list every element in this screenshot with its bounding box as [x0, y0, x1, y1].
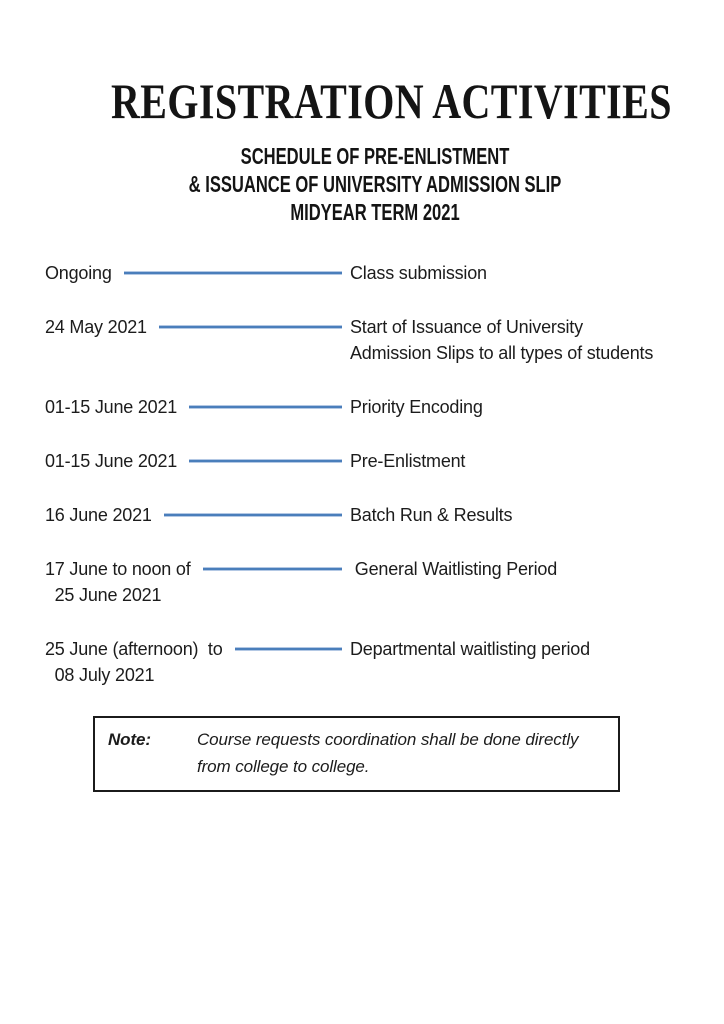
schedule-activity: Pre-Enlistment: [350, 451, 466, 471]
schedule-activity: General Waitlisting Period: [350, 559, 558, 579]
schedule-row-left: Ongoing: [45, 260, 350, 286]
schedule-activity: Class submission: [350, 263, 487, 283]
page-title: REGISTRATION ACTIVITIES: [111, 73, 672, 129]
connector-line: [123, 272, 342, 274]
subtitle-line-3: MIDYEAR TERM 2021: [290, 199, 460, 225]
schedule-row-left: 01-15 June 2021: [45, 394, 350, 420]
connector-line: [163, 514, 342, 516]
schedule-row-24-may: 24 May 2021 Start of Issuance of Univers…: [45, 314, 724, 366]
schedule-row-left: 01-15 June 2021: [45, 448, 350, 474]
schedule-date: 16 June 2021: [45, 505, 152, 525]
schedule-date: 24 May 2021: [45, 317, 147, 337]
document-header: REGISTRATION ACTIVITIES SCHEDULE OF PRE-…: [45, 76, 705, 226]
schedule-row-left: 16 June 2021: [45, 502, 350, 528]
schedule-row-left: 17 June to noon of 25 June 2021: [45, 556, 350, 608]
schedule-date: 17 June to noon of 25 June 2021: [45, 559, 191, 605]
schedule-date: Ongoing: [45, 263, 112, 283]
note-text: Course requests coordination shall be do…: [197, 730, 579, 776]
note-box: Note: Course requests coordination shall…: [93, 716, 620, 792]
schedule-list: Ongoing Class submission 24 May 2021 Sta…: [45, 260, 724, 688]
schedule-date: 25 June (afternoon) to 08 July 2021: [45, 639, 223, 685]
subtitle-line-2: & ISSUANCE OF UNIVERSITY ADMISSION SLIP: [188, 171, 562, 197]
connector-line: [234, 648, 342, 650]
note-label: Note:: [108, 730, 151, 749]
schedule-activity: Departmental waitlisting period: [350, 639, 590, 659]
connector-line: [202, 568, 342, 570]
subtitle-line-1: SCHEDULE OF PRE-ENLISTMENT: [240, 143, 510, 169]
schedule-row-ongoing: Ongoing Class submission: [45, 260, 724, 286]
schedule-date: 01-15 June 2021: [45, 451, 178, 471]
schedule-row-departmental-waitlisting: 25 June (afternoon) to 08 July 2021 Depa…: [45, 636, 724, 688]
schedule-activity: Start of Issuance of University Admissio…: [350, 317, 654, 363]
connector-line: [158, 326, 342, 328]
schedule-row-general-waitlisting: 17 June to noon of 25 June 2021 General …: [45, 556, 724, 608]
schedule-row-pre-enlistment: 01-15 June 2021 Pre-Enlistment: [45, 448, 724, 474]
schedule-activity: Batch Run & Results: [350, 505, 513, 525]
schedule-row-left: 25 June (afternoon) to 08 July 2021: [45, 636, 350, 688]
schedule-activity: Priority Encoding: [350, 397, 483, 417]
schedule-row-batch-run: 16 June 2021 Batch Run & Results: [45, 502, 724, 528]
connector-line: [189, 460, 342, 462]
schedule-date: 01-15 June 2021: [45, 397, 178, 417]
connector-line: [189, 406, 342, 408]
schedule-row-priority-encoding: 01-15 June 2021 Priority Encoding: [45, 394, 724, 420]
schedule-row-left: 24 May 2021: [45, 314, 350, 340]
